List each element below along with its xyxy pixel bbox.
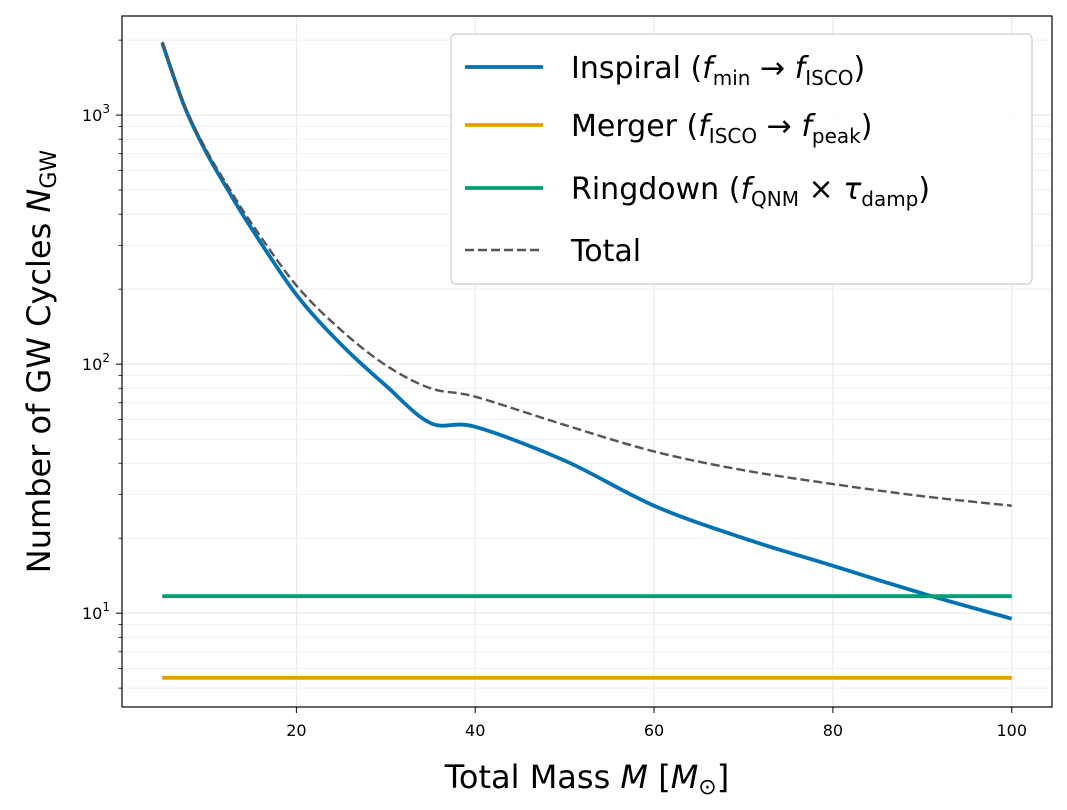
y-tick-base: 10 [82,604,102,623]
x-tick-label: 80 [823,721,843,740]
x-tick-label: 20 [286,721,306,740]
legend-operator: → [750,51,794,86]
legend-subscript: QNM [751,187,799,211]
legend-symbol: τ [843,172,862,207]
legend-subscript: peak [812,124,861,148]
legend-subscript: min [713,66,751,90]
legend-text: ) [854,51,866,86]
y-tick-base: 10 [82,106,102,125]
y-tick-exponent: 1 [102,600,110,614]
legend-label-inspiral: Inspiral (fmin → fISCO) [571,51,865,90]
y-tick-label: 103 [82,102,110,125]
legend-text: Total [570,234,641,269]
y-tick-label: 101 [82,600,110,623]
y-tick-exponent: 3 [102,102,110,116]
series-line-total [161,41,1012,507]
legend-subscript: damp [861,187,918,211]
x-tick-label: 60 [644,721,664,740]
legend-text: ) [918,172,930,207]
legend-text: Ringdown ( [571,172,740,207]
y-tick-label: 102 [82,351,110,374]
legend-operator: × [799,172,843,207]
legend-label-total: Total [570,234,641,269]
legend-subscript: ISCO [709,124,757,148]
x-tick-label: 40 [465,721,485,740]
plot-frame [121,15,1053,708]
legend-box [450,33,1033,285]
x-axis-ticks: 20 40 60 80 100 [286,707,1027,740]
x-axis-title: Total Mass M [M⊙] [444,758,729,800]
legend-text: Merger ( [571,109,698,144]
x-tick-label: 100 [996,721,1027,740]
legend-text: ) [861,109,873,144]
legend-label-ringdown: Ringdown (fQNM × τdamp) [571,172,930,211]
legend: Inspiral (fmin → fISCO) Merger (fISCO → f… [450,33,1033,285]
legend-text: Inspiral ( [571,51,702,86]
legend-operator: → [757,109,801,144]
y-tick-base: 10 [82,355,102,374]
y-tick-exponent: 2 [102,351,110,365]
series-layer [160,41,1013,680]
series-line-inspiral [160,42,1013,621]
y-axis-title: Number of GW Cycles NGW [20,150,62,574]
legend-label-merger: Merger (fISCO → fpeak) [571,109,872,148]
legend-subscript: ISCO [805,66,853,90]
